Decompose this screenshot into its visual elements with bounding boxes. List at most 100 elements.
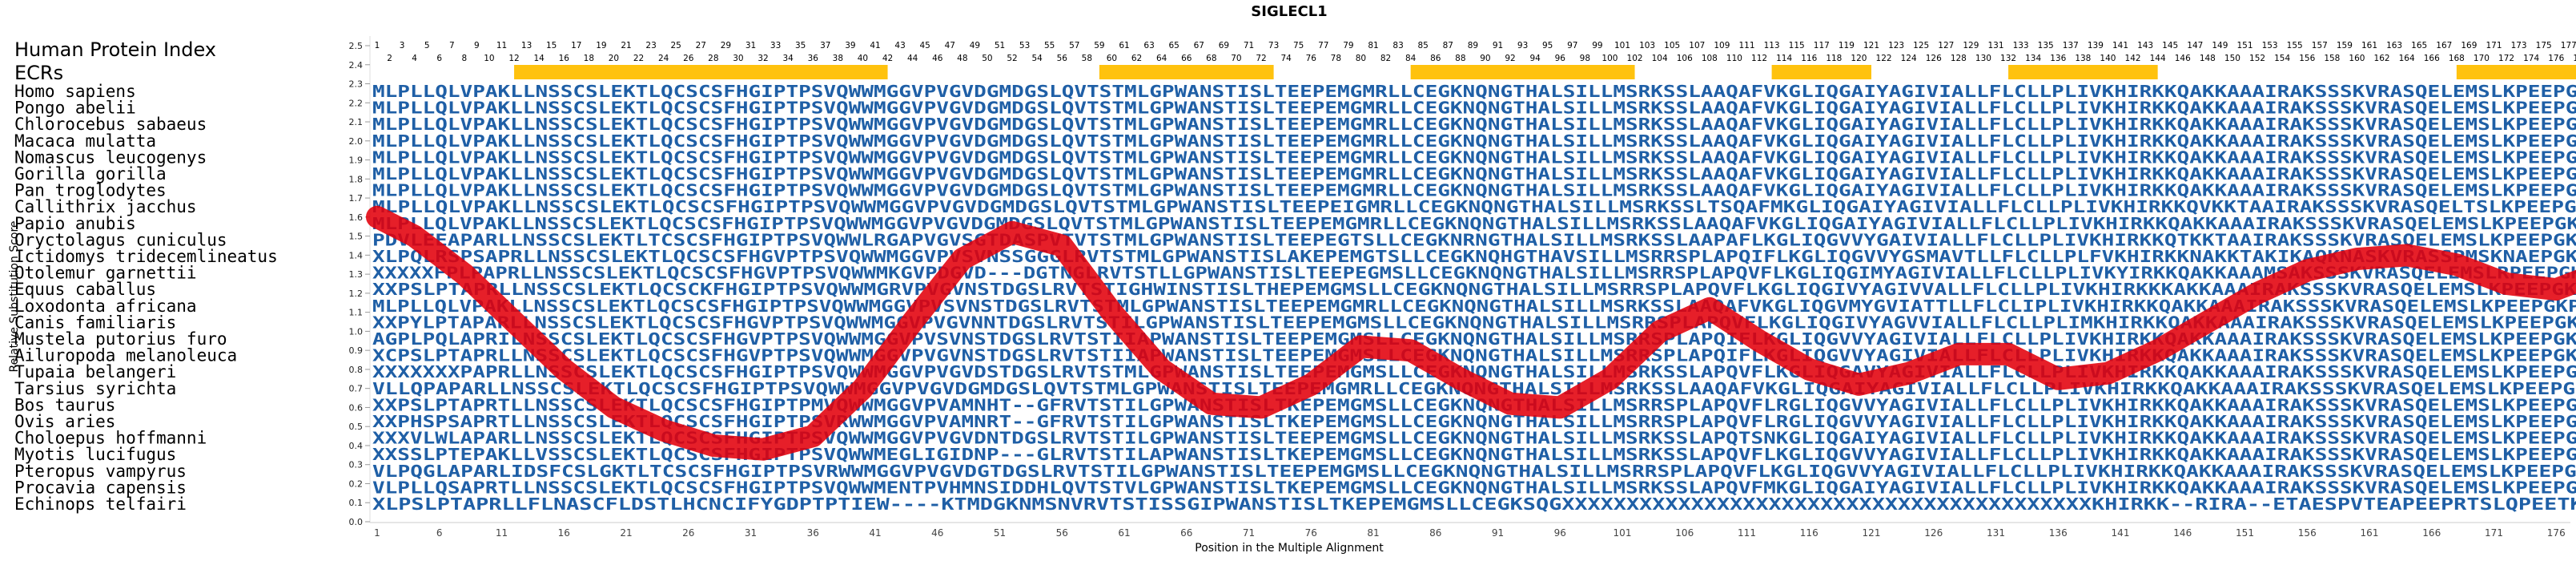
protein-index-number: 26 <box>683 54 694 63</box>
protein-index-number: 8 <box>462 54 468 63</box>
y-tick-label: 0.9 <box>349 345 364 356</box>
protein-index-number: 117 <box>1814 41 1830 50</box>
protein-index-number: 144 <box>2150 54 2166 63</box>
x-tick-label: 136 <box>2049 527 2068 539</box>
protein-index-number: 28 <box>708 54 718 63</box>
species-label: Tarsius syrichta <box>14 379 176 398</box>
protein-index-number: 42 <box>882 54 893 63</box>
protein-index-number: 154 <box>2274 54 2290 63</box>
protein-index-number: 132 <box>2000 54 2016 63</box>
x-tick-label: 176 <box>2547 527 2566 539</box>
y-tick-label: 0.7 <box>349 384 364 394</box>
x-tick-label: 56 <box>1056 527 1068 539</box>
species-label: Gorilla gorilla <box>14 164 167 184</box>
y-tick-label: 1.6 <box>349 212 364 223</box>
sequence-row: VLPLLQSAPRTLLNSSCSLEKTLQCSCSFHGIPTPSVQWW… <box>372 478 2576 497</box>
protein-index-number: 109 <box>1714 41 1730 50</box>
protein-index-number: 96 <box>1555 54 1566 63</box>
x-tick-label: 171 <box>2485 527 2503 539</box>
x-tick-label: 161 <box>2361 527 2379 539</box>
protein-index-number: 86 <box>1430 54 1441 63</box>
protein-index-number: 38 <box>833 54 843 63</box>
y-tick-label: 2.3 <box>349 79 364 90</box>
protein-index-number: 52 <box>1007 54 1017 63</box>
x-tick-label: 61 <box>1118 527 1130 539</box>
protein-index-number: 62 <box>1131 54 1142 63</box>
protein-index-number: 107 <box>1689 41 1705 50</box>
protein-index-number: 21 <box>621 41 631 50</box>
protein-index-number: 104 <box>1652 54 1668 63</box>
sequence-row: XXXXXFPLPAPRLLNSSCSLEKTLQCSCSFHGVPTPSVQW… <box>372 264 2576 283</box>
x-tick-label: 1 <box>374 527 380 539</box>
y-tick-label: 0.5 <box>349 422 364 432</box>
protein-index-number: 156 <box>2299 54 2315 63</box>
protein-index-number: 160 <box>2349 54 2365 63</box>
protein-index-number: 163 <box>2386 41 2402 50</box>
sequence-row: MLPLLQLVPAKLLNSSCSLEKTLQCSCSFHGIPTPSVQWW… <box>372 131 2576 151</box>
protein-index-number: 111 <box>1738 41 1754 50</box>
protein-index-number: 85 <box>1418 41 1429 50</box>
protein-index-number: 155 <box>2287 41 2303 50</box>
protein-index-number: 15 <box>546 41 557 50</box>
species-label: Ictidomys tridecemlineatus <box>14 247 278 266</box>
protein-index-number: 101 <box>1614 41 1630 50</box>
protein-index-number: 75 <box>1293 41 1304 50</box>
y-tick-label: 0.2 <box>349 478 364 489</box>
protein-index-number: 17 <box>571 41 581 50</box>
protein-index-number: 136 <box>2050 54 2066 63</box>
protein-index-number: 61 <box>1119 41 1129 50</box>
protein-index-number: 151 <box>2236 41 2252 50</box>
protein-index-number: 158 <box>2324 54 2340 63</box>
protein-index-number: 122 <box>1876 54 1892 63</box>
x-tick-label: 141 <box>2112 527 2130 539</box>
protein-index-number: 178 <box>2573 54 2576 63</box>
protein-index-number: 139 <box>2088 41 2104 50</box>
species-label: Bos taurus <box>14 395 115 414</box>
x-tick-label: 71 <box>1243 527 1255 539</box>
protein-index-number: 134 <box>2025 54 2041 63</box>
x-tick-label: 146 <box>2173 527 2192 539</box>
x-tick-label: 121 <box>1863 527 1881 539</box>
protein-index-number: 110 <box>1726 54 1742 63</box>
protein-index-number: 133 <box>2013 41 2029 50</box>
sequence-row: MLPLLQLVPAKLLNSSCSLEKTLQCSCSFHGIPTPSVQWW… <box>372 197 2576 216</box>
x-tick-label: 31 <box>745 527 757 539</box>
ecr-label: ECRs <box>14 62 63 84</box>
protein-index-number: 153 <box>2262 41 2278 50</box>
y-tick-label: 2.2 <box>349 98 364 108</box>
protein-index-number: 112 <box>1751 54 1767 63</box>
species-label: Mustela putorius furo <box>14 329 227 349</box>
protein-index-number: 98 <box>1580 54 1590 63</box>
protein-index-number: 88 <box>1455 54 1465 63</box>
y-tick-label: 0.3 <box>349 460 364 470</box>
protein-index-number: 128 <box>1951 54 1967 63</box>
protein-index-number: 175 <box>2536 41 2552 50</box>
protein-index-number: 12 <box>508 54 519 63</box>
x-tick-label: 131 <box>1987 527 2005 539</box>
species-label: Loxodonta africana <box>14 297 197 316</box>
protein-index-number: 90 <box>1480 54 1490 63</box>
protein-index-number: 55 <box>1044 41 1055 50</box>
x-axis: 1 6 11 16 21 26 31 36 41 46 51 56 61 66 71 76 81 86 91 96 10… <box>370 522 2570 539</box>
sequence-row: XXPSLPTAPRTLLNSSCSLEKTLQCSCSFHGIPTPMVQWW… <box>372 395 2576 414</box>
protein-index-number: 4 <box>412 54 417 63</box>
protein-index-number: 36 <box>808 54 819 63</box>
protein-index-number: 141 <box>2112 41 2128 50</box>
protein-index-number: 105 <box>1664 41 1680 50</box>
protein-index-number: 59 <box>1094 41 1104 50</box>
protein-index-number: 24 <box>658 54 669 63</box>
species-label: Canis familiaris <box>14 313 176 332</box>
species-label: Tupaia belangeri <box>14 362 176 381</box>
sequence-row: MLPLLQLVPAKLLNSSCSLEKTLQCSCSFHGIPTPSVQWW… <box>372 99 2576 118</box>
sequence-row: XXPHSPSAPRTLLNSSCSLEKTLQCSCSFHGIPTPSVRWW… <box>372 412 2576 431</box>
protein-index-number: 91 <box>1493 41 1503 50</box>
protein-index-number: 58 <box>1082 54 1092 63</box>
protein-index-number: 115 <box>1789 41 1805 50</box>
protein-index-number: 31 <box>745 41 756 50</box>
protein-index-number: 167 <box>2436 41 2452 50</box>
protein-index-number: 83 <box>1392 41 1403 50</box>
protein-index-number: 48 <box>957 54 967 63</box>
protein-index-number: 99 <box>1592 41 1602 50</box>
protein-index-number: 119 <box>1839 41 1855 50</box>
